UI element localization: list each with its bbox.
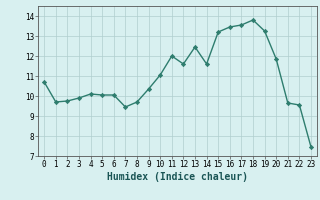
X-axis label: Humidex (Indice chaleur): Humidex (Indice chaleur) (107, 172, 248, 182)
